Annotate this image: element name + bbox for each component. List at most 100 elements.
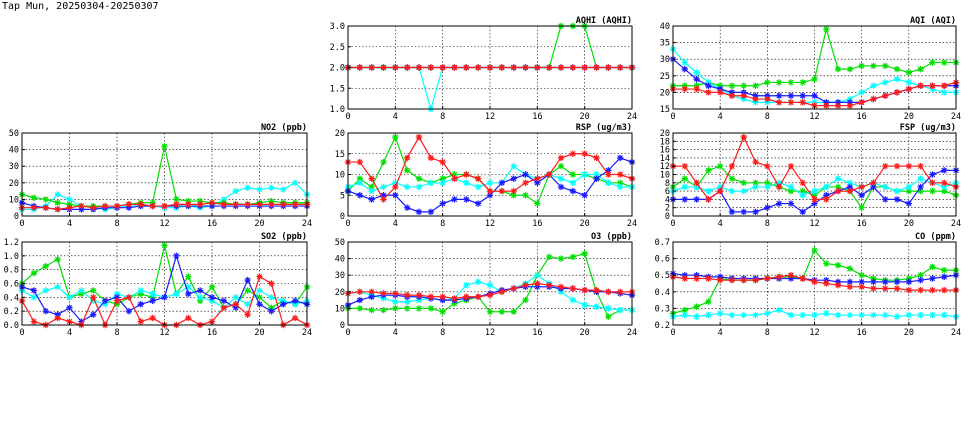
data-point-red [941,179,948,186]
data-point-red [451,175,458,182]
data-point-red [149,202,156,210]
y-tick-label: 30 [335,271,345,281]
data-point-red [858,99,865,106]
data-point-green [439,308,446,315]
data-point-red [693,85,700,93]
data-point-cyan [557,288,565,295]
data-point-red [30,318,38,325]
data-point-blue [740,208,747,216]
data-point-cyan [846,179,854,186]
chart-title: NO2 (ppb) [261,123,307,133]
data-point-red [593,154,600,162]
data-point-green [90,287,97,294]
x-tick-label: 0 [345,112,350,122]
data-point-red [545,171,553,178]
data-point-red [463,64,470,71]
data-point-cyan [356,179,364,186]
data-point-green [929,263,936,271]
data-point-green [510,192,517,199]
x-tick-label: 8 [114,219,119,229]
data-point-red [173,201,180,208]
data-point-red [439,158,446,166]
data-point-red [787,163,795,170]
data-point-red [510,187,517,195]
data-point-red [125,201,133,208]
chart-title: CO (ppm) [915,232,956,242]
data-point-green [149,199,156,206]
data-point-blue [415,208,423,216]
data-point-blue [356,192,364,199]
data-point-red [380,64,387,71]
data-point-cyan [905,311,913,319]
data-point-red [581,150,588,157]
data-point-red [752,276,759,284]
data-point-cyan [42,287,49,294]
data-point-cyan [256,186,263,193]
data-point-red [605,288,612,295]
data-point-cyan [569,296,577,304]
y-tick-label: 0 [665,212,670,222]
y-tick-label: 8 [665,179,670,189]
data-point-blue [870,278,877,286]
data-point-cyan [858,311,865,319]
data-point-cyan [752,311,759,319]
data-point-cyan [66,294,73,301]
data-point-red [557,283,565,291]
data-point-green [728,82,736,89]
data-point-cyan [764,99,771,106]
data-point-cyan [415,183,423,191]
data-point-blue [125,204,133,211]
data-point-green [185,273,192,280]
chart-panel-3: RSP (ug/m3) 0 4 8 12 16 20 24 0 5 10 15 20 [335,123,637,229]
y-tick-label: 0.6 [655,255,670,265]
data-point-red [392,183,399,191]
data-point-green [268,304,275,311]
y-tick-label: 0 [14,212,19,222]
y-tick-label: 20 [660,129,670,139]
data-point-red [356,288,364,295]
data-point-red [125,294,133,301]
data-point-green [392,133,399,141]
data-point-red [941,286,948,294]
data-point-blue [823,276,830,284]
data-point-green [716,163,724,170]
x-tick-label: 8 [765,219,770,229]
data-point-blue [941,167,948,174]
data-point-green [858,62,865,70]
data-point-red [834,102,842,109]
x-tick-label: 24 [627,328,637,338]
x-tick-label: 4 [393,112,398,122]
data-point-blue [775,92,783,99]
data-point-cyan [775,179,783,186]
chart-title: RSP (ug/m3) [576,123,632,133]
data-point-blue [185,290,192,298]
data-point-red [244,311,251,318]
data-point-red [54,314,61,322]
data-point-green [905,69,913,76]
data-point-cyan [232,187,239,195]
x-tick-label: 20 [580,328,590,338]
data-point-cyan [90,297,97,304]
data-point-cyan [534,272,541,279]
data-point-blue [356,296,364,304]
data-point-green [823,26,830,33]
y-tick-label: 20 [660,88,670,98]
data-point-green [846,65,854,73]
data-point-blue [728,89,736,96]
y-tick-label: 40 [660,22,670,32]
data-point-red [693,275,700,282]
data-point-red [581,64,588,71]
data-point-red [728,163,736,170]
data-point-blue [811,200,818,207]
data-point-green [403,305,411,312]
data-point-cyan [137,287,144,294]
data-point-green [54,199,61,206]
chart-panel-1: AQI (AQI) 0 4 8 12 16 20 24 15 20 25 30 35 40 [660,16,961,122]
data-point-green [149,294,156,301]
data-point-green [380,158,387,166]
x-tick-label: 4 [718,328,723,338]
data-point-red [42,204,49,211]
data-point-red [705,275,712,282]
data-point-blue [208,294,216,301]
data-point-cyan [929,311,936,319]
